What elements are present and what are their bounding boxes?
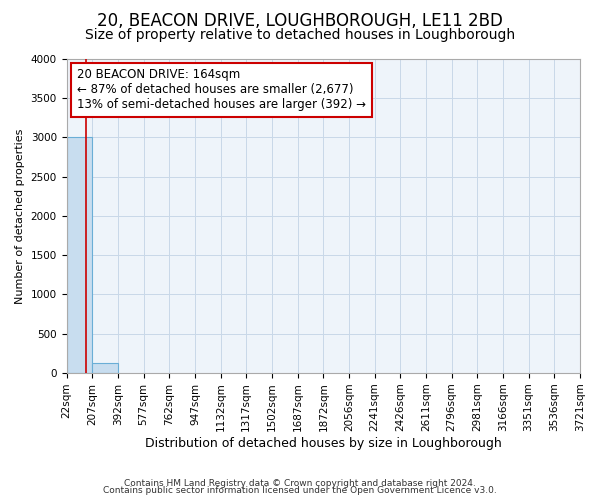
Text: 20, BEACON DRIVE, LOUGHBOROUGH, LE11 2BD: 20, BEACON DRIVE, LOUGHBOROUGH, LE11 2BD [97,12,503,30]
Text: Size of property relative to detached houses in Loughborough: Size of property relative to detached ho… [85,28,515,42]
X-axis label: Distribution of detached houses by size in Loughborough: Distribution of detached houses by size … [145,437,502,450]
Bar [92,363,118,373]
Bar [67,138,92,373]
Text: Contains HM Land Registry data © Crown copyright and database right 2024.: Contains HM Land Registry data © Crown c… [124,478,476,488]
Text: Contains public sector information licensed under the Open Government Licence v3: Contains public sector information licen… [103,486,497,495]
Y-axis label: Number of detached properties: Number of detached properties [15,128,25,304]
Text: 20 BEACON DRIVE: 164sqm
← 87% of detached houses are smaller (2,677)
13% of semi: 20 BEACON DRIVE: 164sqm ← 87% of detache… [77,68,366,112]
